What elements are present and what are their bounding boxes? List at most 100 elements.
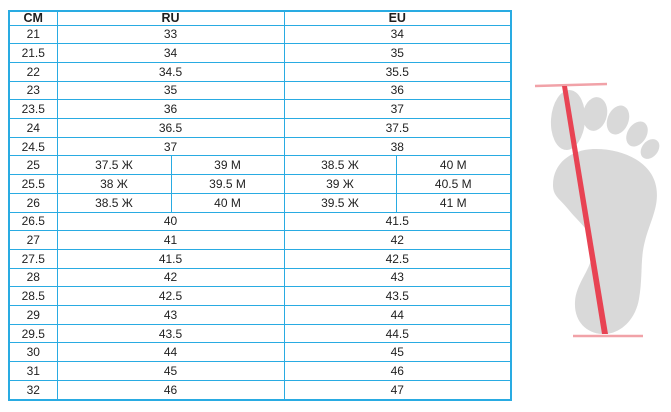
cm-cell: 23.5: [8, 99, 58, 120]
ru-cell: 33: [56, 24, 285, 45]
second-toe: [582, 97, 608, 131]
size-row: 29 43 44: [8, 305, 512, 325]
size-row: 28.5 42.5 43.5: [8, 286, 512, 307]
ru-men-cell: 39 М: [170, 155, 285, 176]
cm-cell: 27: [8, 230, 58, 250]
size-row: 29.5 43.5 44.5: [8, 323, 512, 344]
ru-cell: 42: [56, 267, 285, 288]
size-row: 30 44 45: [8, 342, 512, 363]
cm-cell: 26: [8, 192, 58, 213]
cm-cell: 22: [8, 61, 58, 82]
cm-cell: 26.5: [8, 211, 58, 232]
eu-men-cell: 40 М: [395, 155, 512, 176]
ru-cell: 34.5: [56, 61, 285, 82]
measurement-line-group: [534, 82, 643, 338]
cm-cell: 32: [8, 379, 58, 401]
eu-cell: 41.5: [283, 211, 512, 232]
eu-cell: 44.5: [283, 323, 512, 344]
size-row: 26 38.5 Ж 40 М 39.5 Ж 41 М: [8, 192, 512, 213]
eu-cell: 46: [283, 361, 512, 381]
header-row: CM RU EU: [8, 10, 512, 26]
eu-cell: 37: [283, 99, 512, 120]
cm-cell: 21.5: [8, 43, 58, 63]
eu-cell: 34: [283, 24, 512, 45]
foot-silhouette-icon: [550, 90, 660, 335]
measure-line: [562, 86, 608, 334]
eu-women-cell: 38.5 Ж: [283, 155, 397, 176]
cm-cell: 30: [8, 342, 58, 363]
ru-men-cell: 40 М: [170, 192, 285, 213]
ru-women-cell: 37.5 Ж: [56, 155, 172, 176]
third-toe: [606, 105, 630, 135]
eu-men-cell: 41 М: [395, 192, 512, 213]
size-row: 26.5 40 41.5: [8, 211, 512, 232]
ru-cell: 36: [56, 99, 285, 120]
ru-women-cell: 38.5 Ж: [56, 192, 172, 213]
eu-cell: 36: [283, 80, 512, 101]
size-row: 31 45 46: [8, 361, 512, 381]
fourth-toe: [626, 121, 648, 147]
eu-women-cell: 39 Ж: [283, 174, 397, 194]
measure-top-crossbar: [534, 82, 608, 88]
ru-cell: 43.5: [56, 323, 285, 344]
size-row: 24 36.5 37.5: [8, 118, 512, 138]
eu-cell: 47: [283, 379, 512, 401]
header-cm: CM: [8, 10, 58, 26]
size-row: 28 42 43: [8, 267, 512, 288]
size-row: 23.5 36 37: [8, 99, 512, 120]
ru-men-cell: 39.5 М: [170, 174, 285, 194]
ru-cell: 45: [56, 361, 285, 381]
size-row: 27.5 41.5 42.5: [8, 248, 512, 269]
size-row: 32 46 47: [8, 379, 512, 401]
cm-cell: 29: [8, 305, 58, 325]
size-row: 25 37.5 Ж 39 М 38.5 Ж 40 М: [8, 155, 512, 176]
eu-cell: 35: [283, 43, 512, 63]
size-row: 23 35 36: [8, 80, 512, 101]
ru-cell: 42.5: [56, 286, 285, 307]
size-row: 22 34.5 35.5: [8, 61, 512, 82]
pinky-toe: [640, 139, 660, 159]
header-ru: RU: [56, 10, 285, 26]
eu-cell: 42: [283, 230, 512, 250]
cm-cell: 31: [8, 361, 58, 381]
size-row: 25.5 38 Ж 39.5 М 39 Ж 40.5 М: [8, 174, 512, 194]
cm-cell: 28.5: [8, 286, 58, 307]
ru-cell: 41.5: [56, 248, 285, 269]
size-row: 21 33 34: [8, 24, 512, 45]
cm-cell: 23: [8, 80, 58, 101]
eu-cell: 38: [283, 136, 512, 157]
eu-cell: 44: [283, 305, 512, 325]
eu-cell: 35.5: [283, 61, 512, 82]
eu-cell: 45: [283, 342, 512, 363]
ru-cell: 35: [56, 80, 285, 101]
cm-cell: 27.5: [8, 248, 58, 269]
size-row: 24.5 37 38: [8, 136, 512, 157]
eu-cell: 37.5: [283, 118, 512, 138]
cm-cell: 21: [8, 24, 58, 45]
ru-cell: 46: [56, 379, 285, 401]
ru-cell: 40: [56, 211, 285, 232]
eu-women-cell: 39.5 Ж: [283, 192, 397, 213]
size-row: 27 41 42: [8, 230, 512, 250]
ru-cell: 43: [56, 305, 285, 325]
ru-cell: 41: [56, 230, 285, 250]
eu-men-cell: 40.5 М: [395, 174, 512, 194]
cm-cell: 28: [8, 267, 58, 288]
size-row: 21.5 34 35: [8, 43, 512, 63]
foot-illustration: [534, 82, 660, 338]
ru-cell: 44: [56, 342, 285, 363]
ru-women-cell: 38 Ж: [56, 174, 172, 194]
foot-sole: [553, 148, 657, 335]
ru-cell: 34: [56, 43, 285, 63]
cm-cell: 29.5: [8, 323, 58, 344]
cm-cell: 24.5: [8, 136, 58, 157]
size-conversion-table: CM RU EU 21 33 34 21.5 34 35 22 34.5 35.5 23 35 36 2…: [8, 10, 512, 401]
cm-cell: 24: [8, 118, 58, 138]
table-body: 21 33 34 21.5 34 35 22 34.5 35.5 23 35 36 23.5 36 37 24…: [8, 24, 512, 401]
eu-cell: 42.5: [283, 248, 512, 269]
eu-cell: 43: [283, 267, 512, 288]
ru-cell: 36.5: [56, 118, 285, 138]
ru-cell: 37: [56, 136, 285, 157]
cm-cell: 25.5: [8, 174, 58, 194]
